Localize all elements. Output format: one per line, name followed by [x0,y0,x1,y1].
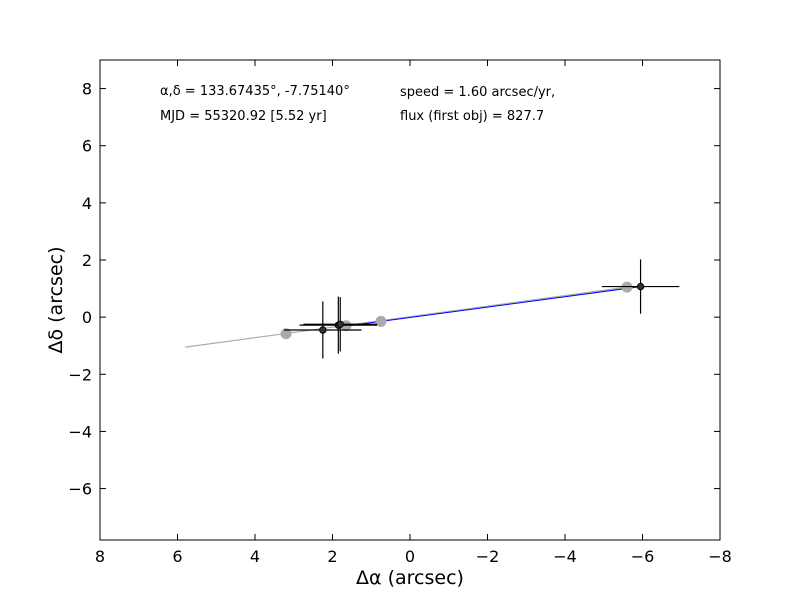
annotation-flux: flux (first obj) = 827.7 [400,109,544,124]
y-axis-label: Δδ (arcsec) [45,246,67,353]
fit-line [338,286,641,328]
x-tick-label: 4 [250,547,260,566]
plot-area [185,259,680,359]
measured-point [636,282,645,291]
model-line [185,286,628,348]
x-tick-label: 8 [95,547,105,566]
x-tick-label: −8 [708,547,732,566]
predicted-point [280,328,292,340]
x-axis-label: Δα (arcsec) [356,567,464,589]
y-tick-label: 2 [82,251,92,270]
annotation-coords: α,δ = 133.67435°, -7.75140° [160,84,350,99]
x-tick-label: −6 [631,547,655,566]
y-tick-label: 8 [82,80,92,99]
predicted-point [375,315,387,327]
y-tick-label: 4 [82,194,92,213]
x-tick-label: −2 [476,547,500,566]
x-tick-label: 2 [327,547,337,566]
annotations: α,δ = 133.67435°, -7.75140° MJD = 55320.… [160,84,555,124]
annotation-speed: speed = 1.60 arcsec/yr, [400,85,555,100]
x-tick-label: −4 [553,547,577,566]
x-tick-label: 0 [405,547,415,566]
axes: 8 6 4 2 0 −2 −4 −6 −8 8 6 4 2 0 −2 −4 −6 [68,59,732,566]
x-tick-label: 6 [172,547,182,566]
measured-point [336,320,344,328]
y-tick-label: −2 [68,365,92,384]
measured-point [319,326,327,334]
annotation-mjd: MJD = 55320.92 [5.52 yr] [160,109,327,124]
y-tick-label: −6 [68,480,92,499]
y-tick-label: −4 [68,422,92,441]
y-tick-label: 6 [82,137,92,156]
y-tick-label: 0 [82,308,92,327]
